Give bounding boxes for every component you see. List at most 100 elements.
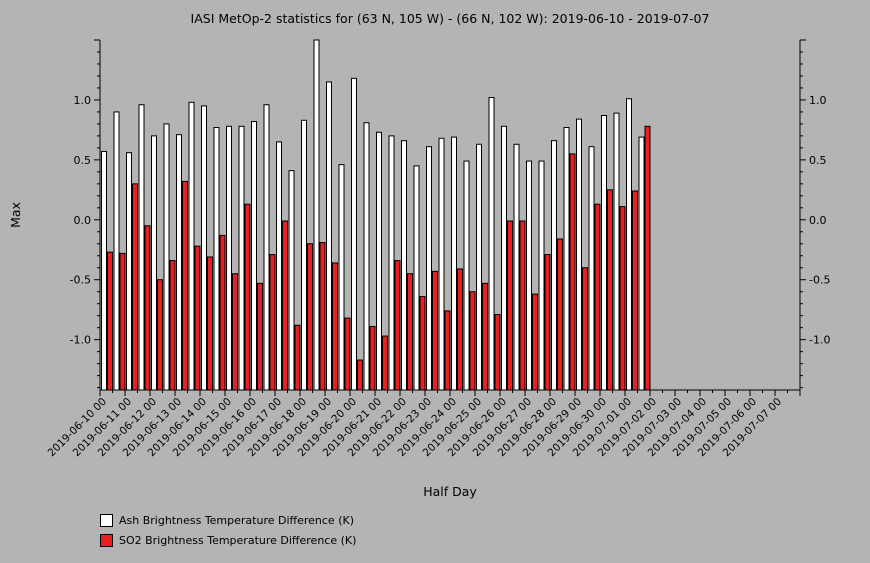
bar-ash (626, 98, 632, 391)
bar-so2 (194, 245, 201, 391)
bar-ash (388, 135, 395, 391)
bar-ash (551, 140, 557, 391)
chart-title: IASI MetOp-2 statistics for (63 N, 105 W… (191, 11, 710, 26)
legend-swatch-ash (100, 513, 113, 527)
bar-ash (638, 136, 645, 391)
y-tick-label-right: 1.0 (809, 94, 827, 107)
bar-ash (538, 160, 545, 391)
legend-label-ash: Ash Brightness Temperature Difference (K… (119, 513, 354, 527)
y-tick-label-left: 0.0 (74, 214, 92, 227)
plot-area: 1.0 1.00.5 0.50.0 0.0-0.5 -0.5-1.0 -1.02019-0… (46, 39, 830, 459)
bar-ash (401, 140, 407, 391)
bar-ash (126, 152, 132, 391)
bar-so2 (244, 203, 251, 391)
bar-ash (376, 131, 382, 391)
bar-so2 (132, 183, 138, 391)
bar-ash (588, 146, 595, 391)
bar-so2 (519, 220, 526, 391)
bar-so2 (157, 279, 163, 391)
bar-ash (213, 127, 220, 391)
x-axis-label: Half Day (423, 484, 477, 499)
bar-ash (451, 136, 457, 391)
bar-so2 (307, 243, 313, 391)
bar-ash (301, 119, 307, 391)
bar-so2 (482, 282, 488, 391)
bar-so2 (332, 262, 338, 391)
bar-ash (113, 111, 120, 391)
bar-so2 (169, 260, 176, 391)
bar-ash (176, 134, 182, 391)
bar-so2 (544, 254, 551, 391)
bar-ash (601, 115, 607, 391)
y-tick-label-left: 0.5 (74, 154, 92, 167)
bar-so2 (232, 273, 238, 391)
bar-so2 (269, 254, 276, 391)
bar-ash (201, 105, 207, 391)
legend-item-so2: SO2 Brightness Temperature Difference (K… (100, 533, 356, 547)
bar-ash (563, 127, 570, 391)
bar-so2 (632, 190, 638, 391)
bar-ash (438, 137, 445, 391)
bar-ash (238, 125, 245, 391)
bar-so2 (432, 270, 438, 391)
bar-ash (138, 104, 145, 391)
y-tick-label-left: -1.0 (70, 334, 91, 347)
bar-so2 (207, 256, 213, 391)
bar-so2 (644, 125, 651, 391)
bar-so2 (282, 220, 288, 391)
bar-so2 (457, 268, 463, 391)
bar-so2 (582, 267, 588, 391)
bar-so2 (394, 260, 401, 391)
bar-so2 (469, 291, 476, 391)
bar-ash (413, 165, 420, 391)
bar-so2 (107, 251, 113, 391)
bar-so2 (144, 225, 151, 391)
bar-so2 (557, 238, 563, 391)
bar-ash (226, 125, 232, 391)
bar-so2 (319, 242, 326, 391)
bar-so2 (569, 153, 576, 391)
bar-so2 (419, 296, 426, 391)
y-tick-label-left: -0.5 (70, 274, 91, 287)
legend-swatch-so2 (100, 533, 113, 547)
bar-so2 (344, 317, 351, 391)
bar-ash (276, 141, 282, 391)
bar-ash (188, 101, 195, 391)
bar-ash (351, 77, 357, 391)
bar-ash (426, 146, 432, 391)
bar-ash (326, 81, 332, 391)
bar-ash (363, 122, 370, 391)
y-tick-label-right: 0.0 (809, 214, 827, 227)
y-tick-label-right: -0.5 (809, 274, 830, 287)
bar-so2 (369, 325, 376, 391)
y-tick-label-left: 1.0 (74, 94, 92, 107)
bar-so2 (594, 203, 601, 391)
bar-so2 (182, 180, 188, 391)
bar-so2 (532, 293, 538, 391)
bar-ash (263, 104, 270, 391)
y-tick-label-right: 0.5 (809, 154, 827, 167)
bar-ash (338, 164, 345, 391)
bar-ash (576, 118, 582, 391)
bar-so2 (444, 310, 451, 391)
bar-ash (613, 112, 620, 391)
bar-ash (513, 143, 520, 391)
bar-so2 (357, 359, 363, 391)
bar-ash (151, 135, 157, 391)
bar-so2 (219, 234, 226, 391)
bar-so2 (494, 313, 501, 391)
legend-label-so2: SO2 Brightness Temperature Difference (K… (119, 533, 357, 547)
bar-so2 (407, 273, 413, 391)
legend-item-ash: Ash Brightness Temperature Difference (K… (100, 513, 356, 527)
bar-ash (488, 97, 495, 391)
bar-ash (476, 143, 482, 391)
y-axis-label: Max (8, 202, 23, 228)
bar-ash (251, 121, 257, 391)
bar-so2 (507, 220, 513, 391)
bar-so2 (382, 335, 388, 391)
bar-so2 (257, 282, 263, 391)
bar-ash (288, 170, 295, 391)
bar-ash (313, 39, 320, 391)
bar-ash (101, 150, 107, 391)
bar-so2 (619, 206, 626, 391)
